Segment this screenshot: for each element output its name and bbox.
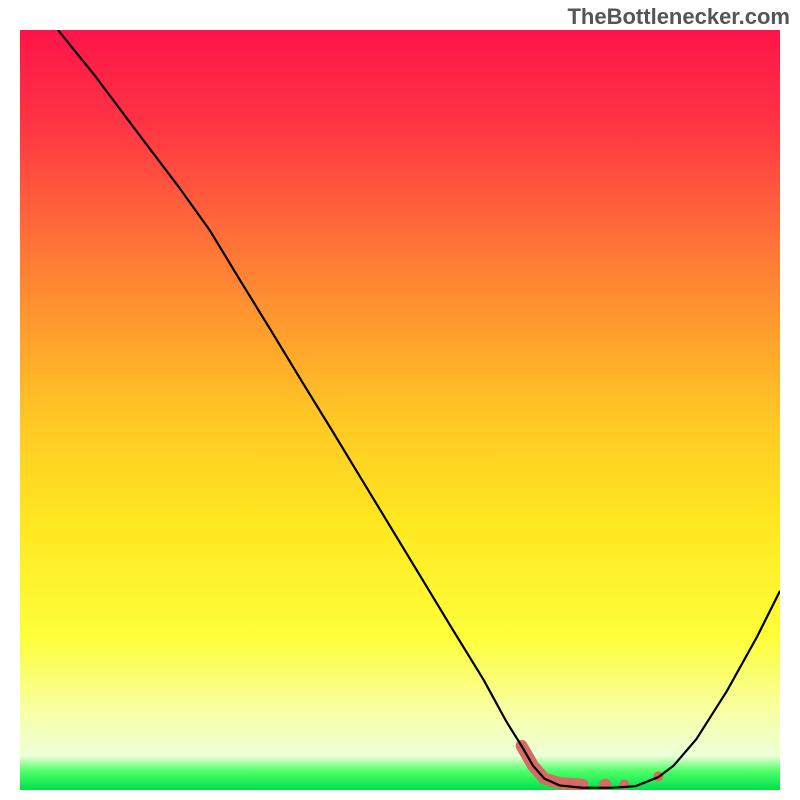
chart-container: TheBottlenecker.com [0,0,800,800]
watermark-text: TheBottlenecker.com [567,4,790,30]
plot-area [20,30,780,790]
plot-background [20,30,780,790]
plot-svg [20,30,780,790]
